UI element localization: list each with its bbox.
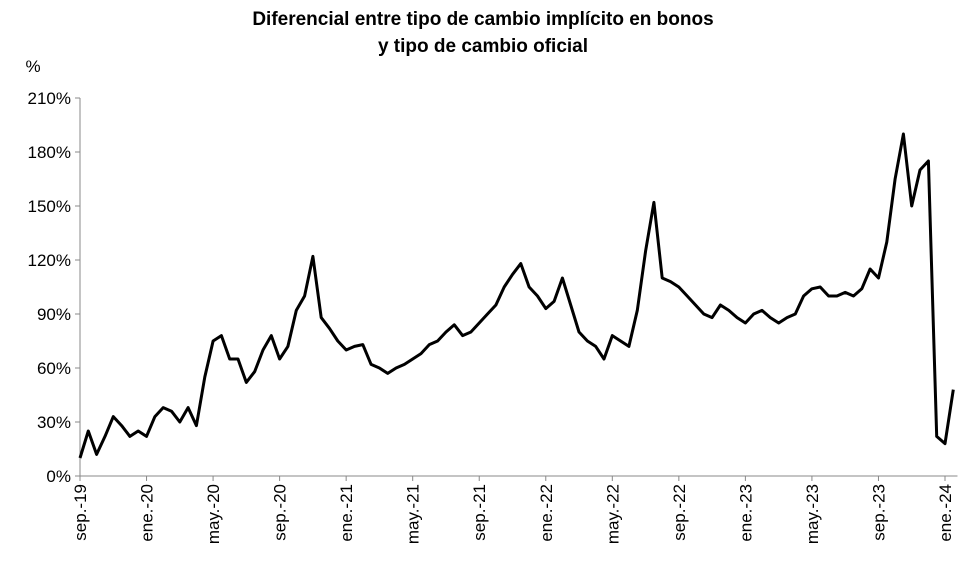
y-tick-label: 0% (46, 467, 71, 486)
x-tick-label: sep.-20 (271, 484, 290, 541)
y-tick-label: 210% (28, 89, 71, 108)
x-tick-label: ene.-23 (736, 484, 755, 542)
x-tick-label: may.-23 (803, 484, 822, 544)
y-tick-label: 30% (37, 413, 71, 432)
x-tick-label: sep.-19 (71, 484, 90, 541)
y-tick-label: 60% (37, 359, 71, 378)
x-tick-label: sep.-21 (470, 484, 489, 541)
x-tick-label: ene.-22 (537, 484, 556, 542)
x-tick-label: ene.-21 (337, 484, 356, 542)
line-series (78, 132, 955, 459)
y-tick-label: 120% (28, 251, 71, 270)
y-tick-label: 180% (28, 143, 71, 162)
chart-title: y tipo de cambio oficial (378, 36, 588, 57)
x-tick-label: sep.-23 (869, 484, 888, 541)
x-tick-label: may.-22 (603, 484, 622, 544)
x-tick-label: ene.-20 (138, 484, 157, 542)
x-tick-label: ene.-24 (936, 484, 955, 542)
chart-title: Diferencial entre tipo de cambio implíci… (252, 9, 713, 30)
y-axis-label: % (25, 57, 40, 76)
y-tick-label: 150% (28, 197, 71, 216)
x-tick-label: may.-20 (204, 484, 223, 544)
x-tick-label: may.-21 (404, 484, 423, 544)
x-tick-label: sep.-22 (670, 484, 689, 541)
y-tick-label: 90% (37, 305, 71, 324)
